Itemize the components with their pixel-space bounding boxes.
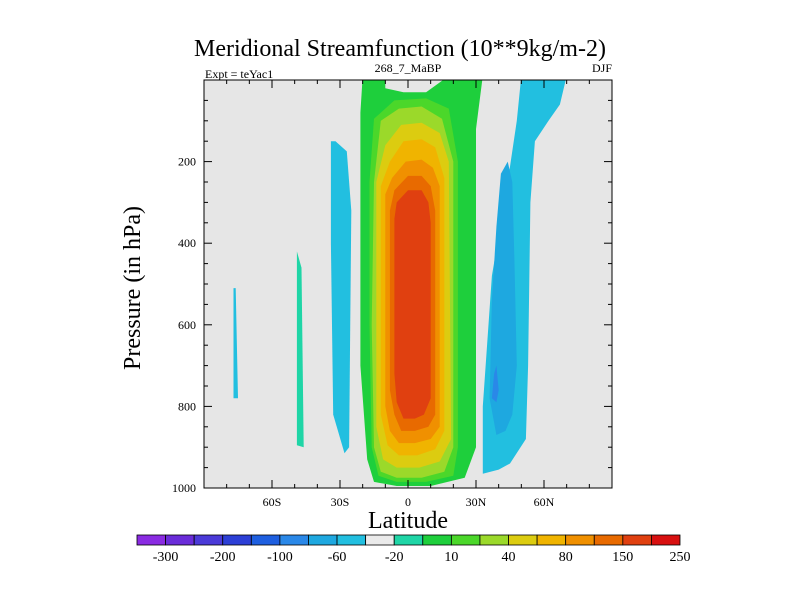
colorbar-swatch (536, 534, 567, 546)
colorbar: -300 -200 -100 -60 -20 10 40 80 150 250 (136, 534, 691, 565)
x-axis-ticks: 60S 30S 0 30N 60N (226, 80, 590, 509)
colorbar-swatch (193, 534, 224, 546)
plot-area: 60S 30S 0 30N 60N 200 400 600 800 1000 (172, 79, 613, 509)
x-tick-label: 30N (466, 495, 487, 509)
chart-title: Meridional Streamfunction (10**9kg/m-2) (194, 36, 606, 62)
region-neg-north-core (491, 365, 499, 403)
x-tick-label: 60N (534, 495, 555, 509)
colorbar-swatch (651, 534, 681, 546)
region-pos-core (394, 190, 431, 419)
colorbar-swatch (308, 534, 338, 546)
colorbar-label: 10 (444, 550, 458, 565)
region-neg-far-south (233, 288, 238, 399)
y-tick-label: 400 (178, 236, 196, 250)
colorbar-label: 150 (612, 550, 633, 565)
y-axis-ticks: 200 400 600 800 1000 (172, 99, 612, 495)
colorbar-swatch (222, 534, 252, 546)
colorbar-label: 250 (670, 550, 691, 565)
colorbar-swatch (336, 534, 367, 546)
colorbar-label: -60 (328, 550, 347, 565)
y-axis-label: Pressure (in hPa) (120, 206, 146, 370)
colorbar-label: -20 (385, 550, 404, 565)
y-tick-label: 200 (178, 155, 196, 169)
x-tick-label: 30S (331, 495, 350, 509)
colorbar-swatch (365, 534, 395, 546)
colorbar-swatch (565, 534, 595, 546)
colorbar-swatch (165, 534, 195, 546)
x-tick-label: 60S (263, 495, 282, 509)
colorbar-label: -100 (267, 550, 293, 565)
y-tick-label: 1000 (172, 481, 196, 495)
colorbar-swatch (622, 534, 652, 546)
experiment-label: Expt = teYac1 (205, 67, 273, 81)
season-label: DJF (592, 61, 612, 75)
y-tick-label: 800 (178, 399, 196, 413)
region-pos-south-1 (296, 251, 304, 448)
colorbar-swatch (279, 534, 309, 546)
x-axis-label: Latitude (368, 508, 448, 534)
colorbar-swatch (250, 534, 281, 546)
colorbar-swatch (422, 534, 452, 546)
colorbar-swatch (508, 534, 538, 546)
colorbar-label: 40 (502, 550, 516, 565)
colorbar-label: -200 (210, 550, 236, 565)
colorbar-label: -300 (153, 550, 179, 565)
time-label: 268_7_MaBP (375, 61, 442, 75)
colorbar-swatch (593, 534, 624, 546)
colorbar-swatch (393, 534, 424, 546)
colorbar-swatch (136, 534, 166, 546)
y-tick-label: 600 (178, 318, 196, 332)
x-tick-label: 0 (405, 495, 411, 509)
contour-regions (233, 80, 566, 486)
region-neg-south-2 (330, 141, 352, 454)
colorbar-swatch (479, 534, 509, 546)
colorbar-swatch (450, 534, 481, 546)
colorbar-label: 80 (559, 550, 573, 565)
